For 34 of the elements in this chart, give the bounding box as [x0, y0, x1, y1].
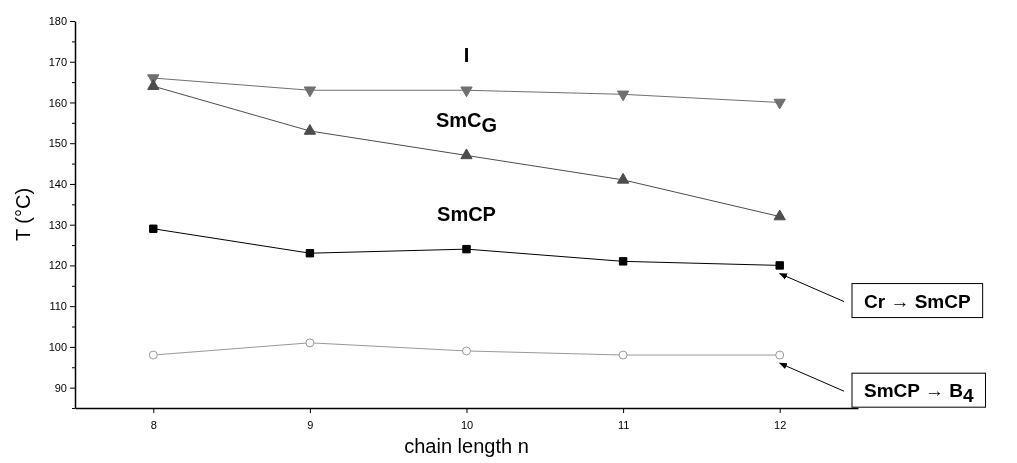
series-label: SmCP [437, 203, 496, 226]
point [305, 248, 315, 258]
point [618, 350, 628, 360]
point [460, 86, 473, 98]
x-tick-label: 12 [774, 419, 787, 432]
y-tick-label: 90 [54, 381, 67, 394]
point [149, 224, 158, 233]
y-tick-label: 110 [49, 300, 67, 313]
point [462, 244, 471, 254]
x-tick-label: 10 [460, 419, 474, 432]
y-tick-label: 180 [48, 15, 67, 28]
x-tick-label: 9 [307, 419, 314, 432]
y-tick-label: 130 [48, 218, 67, 231]
y-tick-label: 170 [48, 55, 67, 68]
point [462, 346, 471, 356]
point [773, 98, 786, 110]
y-tick-label: 120 [48, 259, 67, 272]
y-tick-label: 160 [48, 96, 67, 109]
series-label: I [463, 44, 470, 67]
point [616, 90, 630, 102]
x-tick-label: 11 [617, 419, 630, 432]
y-tick-label: 140 [48, 177, 67, 190]
point [618, 257, 628, 266]
y-tick-label: 100 [48, 340, 67, 353]
point [775, 350, 785, 360]
x-tick-label: 8 [150, 419, 157, 432]
point [303, 86, 317, 98]
point [148, 350, 158, 360]
point [775, 261, 784, 270]
annotation: Cr → SmCP [864, 290, 971, 312]
x-axis-title: chain length n [404, 435, 529, 457]
y-tick-label: 150 [48, 137, 67, 150]
point [305, 338, 315, 348]
y-axis-title: T (°C) [12, 187, 34, 242]
